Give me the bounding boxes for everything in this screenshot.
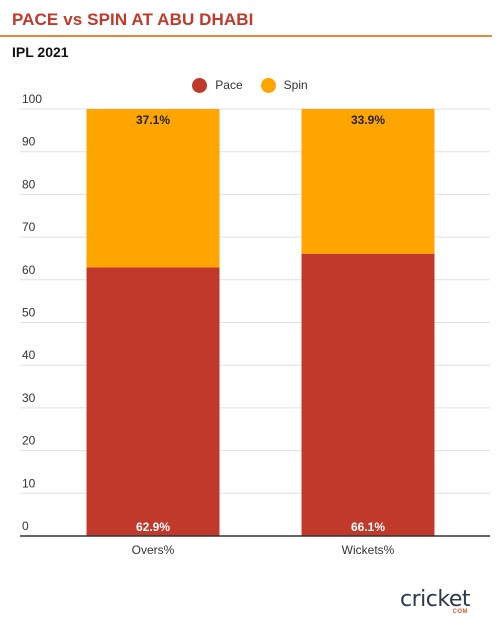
y-tick-label-10: 10 <box>22 476 36 490</box>
y-tick-label-0: 0 <box>22 519 29 533</box>
y-tick-label-50: 50 <box>22 306 36 320</box>
logo-wordmark: cricket <box>400 587 470 612</box>
bar-pace-1 <box>301 253 435 537</box>
y-tick-label-40: 40 <box>22 348 36 362</box>
legend-swatch-pace <box>192 77 208 93</box>
bar-spin-1 <box>301 109 435 254</box>
y-tick-label-90: 90 <box>22 135 36 149</box>
y-tick-label-100: 100 <box>22 92 42 106</box>
x-tick-label-0: Overs% <box>132 543 175 557</box>
y-tick-label-60: 60 <box>22 263 36 277</box>
bar-spin-0 <box>86 109 220 268</box>
chart-legend: Pace Spin <box>0 76 500 94</box>
y-tick-label-30: 30 <box>22 391 36 405</box>
chart-subtitle: IPL 2021 <box>12 44 69 60</box>
logo-suffix: COM <box>452 609 468 615</box>
y-tick-label-80: 80 <box>22 177 36 191</box>
bar-pace-0 <box>86 267 220 536</box>
title-divider <box>0 35 492 37</box>
y-tick-label-70: 70 <box>22 220 36 234</box>
chart-title: PACE vs SPIN AT ABU DHABI <box>12 10 254 29</box>
legend-swatch-spin <box>260 77 276 93</box>
legend-item-pace: Pace <box>192 77 243 93</box>
data-label-pace-1: 66.1% <box>351 520 385 534</box>
legend-item-spin: Spin <box>260 77 308 93</box>
legend-label-spin: Spin <box>283 78 308 92</box>
y-tick-label-20: 20 <box>22 434 36 448</box>
legend-label-pace: Pace <box>215 78 243 92</box>
data-label-spin-1: 33.9% <box>351 113 385 127</box>
data-label-spin-0: 37.1% <box>136 113 170 127</box>
data-label-pace-0: 62.9% <box>136 520 170 534</box>
cricket-com-logo: cricket COM <box>378 587 470 617</box>
x-tick-label-1: Wickets% <box>342 543 395 557</box>
